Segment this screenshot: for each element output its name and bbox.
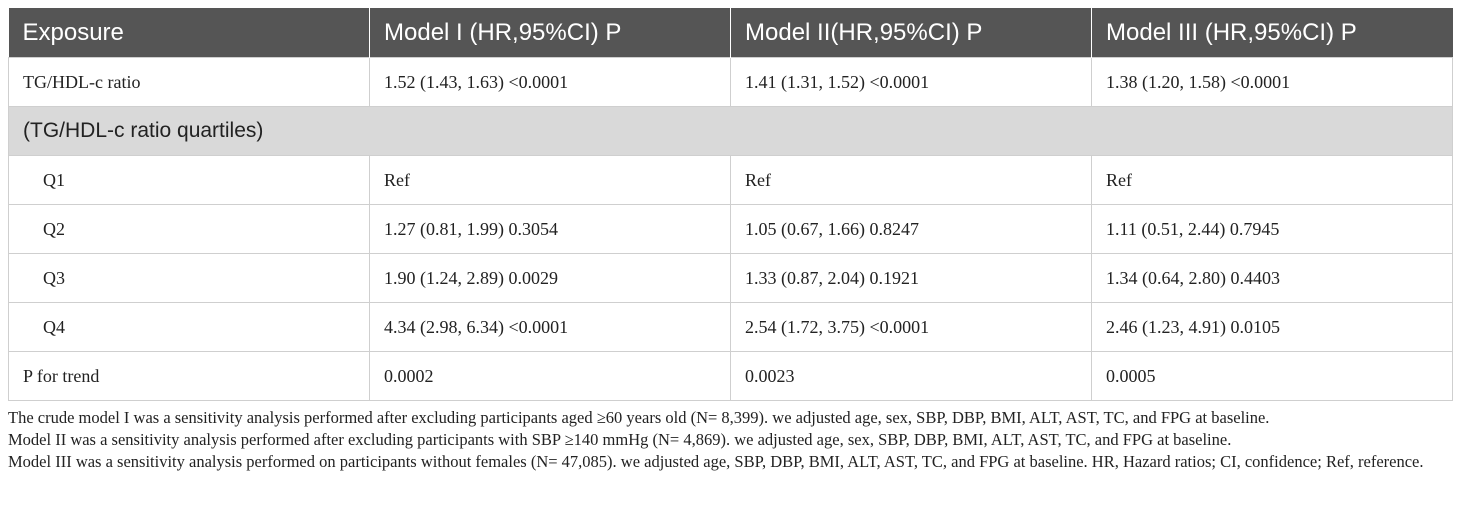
section-row-quartiles: (TG/HDL-c ratio quartiles) [8,106,1453,156]
footnote-line: Model III was a sensitivity analysis per… [8,452,1424,471]
cell-model-2: 1.41 (1.31, 1.52) <0.0001 [730,57,1092,107]
cell-model-2: 2.54 (1.72, 3.75) <0.0001 [730,302,1092,352]
table-row-q1: Q1 Ref Ref Ref [8,155,1453,205]
cell-exposure: Q1 [8,155,370,205]
header-model-3: Model III (HR,95%CI) P [1091,8,1453,58]
cell-model-1: 4.34 (2.98, 6.34) <0.0001 [369,302,731,352]
cell-model-3: 1.38 (1.20, 1.58) <0.0001 [1091,57,1453,107]
table-container: Exposure Model I (HR,95%CI) P Model II(H… [8,8,1453,473]
cell-model-3: 2.46 (1.23, 4.91) 0.0105 [1091,302,1453,352]
table-row-q2: Q2 1.27 (0.81, 1.99) 0.3054 1.05 (0.67, … [8,204,1453,254]
table-row-trend: P for trend 0.0002 0.0023 0.0005 [8,351,1453,401]
header-model-2: Model II(HR,95%CI) P [730,8,1092,58]
cell-model-3: 1.11 (0.51, 2.44) 0.7945 [1091,204,1453,254]
cell-exposure: P for trend [8,351,370,401]
cell-exposure: Q4 [8,302,370,352]
cell-model-1: 0.0002 [369,351,731,401]
cell-model-2: Ref [730,155,1092,205]
cell-model-2: 1.05 (0.67, 1.66) 0.8247 [730,204,1092,254]
cell-model-2: 1.33 (0.87, 2.04) 0.1921 [730,253,1092,303]
cell-model-3: 0.0005 [1091,351,1453,401]
header-model-1: Model I (HR,95%CI) P [369,8,731,58]
cell-model-1: 1.90 (1.24, 2.89) 0.0029 [369,253,731,303]
cell-exposure: Q2 [8,204,370,254]
cell-model-2: 0.0023 [730,351,1092,401]
cell-model-3: Ref [1091,155,1453,205]
table-footnote: The crude model I was a sensitivity anal… [8,407,1452,473]
cell-exposure: Q3 [8,253,370,303]
cell-model-1: 1.27 (0.81, 1.99) 0.3054 [369,204,731,254]
table-row-q3: Q3 1.90 (1.24, 2.89) 0.0029 1.33 (0.87, … [8,253,1453,303]
table-row-ratio: TG/HDL-c ratio 1.52 (1.43, 1.63) <0.0001… [8,57,1453,107]
header-row: Exposure Model I (HR,95%CI) P Model II(H… [8,8,1453,58]
footnote-line: The crude model I was a sensitivity anal… [8,408,1270,427]
cell-model-1: 1.52 (1.43, 1.63) <0.0001 [369,57,731,107]
footnote-line: Model II was a sensitivity analysis perf… [8,430,1232,449]
cell-model-1: Ref [369,155,731,205]
results-table: Exposure Model I (HR,95%CI) P Model II(H… [8,8,1453,401]
cell-exposure: TG/HDL-c ratio [8,57,370,107]
table-row-q4: Q4 4.34 (2.98, 6.34) <0.0001 2.54 (1.72,… [8,302,1453,352]
cell-model-3: 1.34 (0.64, 2.80) 0.4403 [1091,253,1453,303]
header-exposure: Exposure [8,8,370,58]
section-label: (TG/HDL-c ratio quartiles) [8,106,1453,156]
